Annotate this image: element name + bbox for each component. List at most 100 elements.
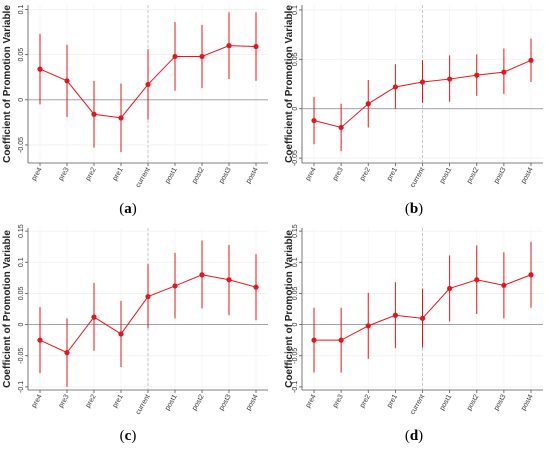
data-point xyxy=(64,350,70,356)
x-tick-label: post2 xyxy=(191,393,206,411)
data-point xyxy=(37,337,43,343)
data-point xyxy=(37,66,43,72)
data-point xyxy=(199,53,205,60)
x-tick-label: post3 xyxy=(493,393,508,411)
x-tick-label: pre2 xyxy=(359,393,372,409)
panel-c: -0.1 -0.05 0 0.05 0.1 0.15 pre4 pre3 pre2 pre1 cur… xyxy=(2,224,268,444)
data-point xyxy=(226,43,232,49)
data-point xyxy=(172,53,178,60)
y-tick-label: 0.05 xyxy=(18,48,25,62)
data-point xyxy=(91,314,97,320)
x-tick-label: pre1 xyxy=(386,166,399,182)
data-point xyxy=(311,117,317,124)
data-point xyxy=(474,277,480,283)
x-tick-label: pre2 xyxy=(85,393,98,409)
x-tick-label: post1 xyxy=(439,393,454,411)
x-tick-label: post2 xyxy=(466,166,481,184)
y-axis-label: Coefficient of Promotion Variable xyxy=(2,230,13,388)
data-point xyxy=(501,282,507,288)
x-tick-label: post1 xyxy=(164,166,179,184)
y-tick-label: -0.1 xyxy=(18,381,25,393)
x-tick-label: post4 xyxy=(520,393,535,411)
y-tick-label: 0.05 xyxy=(18,287,25,301)
y-tick-label: -0.05 xyxy=(18,348,25,364)
x-tick-label: current xyxy=(135,393,152,415)
y-tick-label: 0.1 xyxy=(292,5,299,15)
x-tick-label: current xyxy=(409,393,426,415)
data-point xyxy=(91,111,97,117)
x-tick-label: post2 xyxy=(191,166,206,184)
x-tick-label: current xyxy=(135,166,152,188)
data-point xyxy=(145,293,151,300)
y-tick-label: 0.15 xyxy=(292,224,299,238)
x-tick-label: pre2 xyxy=(85,166,98,182)
data-point xyxy=(226,277,232,283)
panel-caption: (c) xyxy=(120,428,137,444)
y-tick-label: 0 xyxy=(292,107,299,111)
panel-b: -0.05 0 0.05 0.1 pre4 pre3 pre2 pre1 current post… xyxy=(284,5,543,217)
data-point xyxy=(447,76,453,82)
y-tick-label: 0.1 xyxy=(18,5,25,15)
data-point xyxy=(365,101,371,107)
y-tick-label: -0.05 xyxy=(292,348,299,364)
x-tick-label: pre3 xyxy=(58,393,71,409)
data-point xyxy=(528,272,534,278)
y-tick-label: 0.1 xyxy=(292,257,299,267)
data-point xyxy=(447,285,453,292)
x-tick-label: pre3 xyxy=(332,393,345,409)
panel-caption: (b) xyxy=(405,201,423,217)
x-tick-label: post2 xyxy=(466,393,481,411)
data-point xyxy=(118,115,124,121)
y-tick-label: -0.05 xyxy=(292,150,299,166)
x-tick-label: post4 xyxy=(520,166,535,184)
y-tick-label: 0.05 xyxy=(292,287,299,301)
y-axis-label: Coefficient of Promotion Variable xyxy=(284,230,295,388)
data-point xyxy=(199,272,205,278)
data-point xyxy=(528,57,534,63)
x-tick-label: post3 xyxy=(218,393,233,411)
panel-caption: (a) xyxy=(119,201,137,217)
data-point xyxy=(253,43,259,50)
x-tick-label: post4 xyxy=(245,393,260,411)
x-tick-label: pre1 xyxy=(112,166,125,182)
y-tick-label: 0.15 xyxy=(18,224,25,238)
data-point xyxy=(338,124,344,131)
x-tick-label: pre4 xyxy=(305,393,318,409)
x-tick-label: post3 xyxy=(493,166,508,184)
y-tick-label: 0.1 xyxy=(18,257,25,267)
y-tick-label: 0.05 xyxy=(292,52,299,66)
x-tick-label: post3 xyxy=(218,166,233,184)
data-point xyxy=(419,79,426,85)
x-tick-label: pre3 xyxy=(332,166,345,182)
data-point xyxy=(311,337,317,343)
x-tick-label: post1 xyxy=(164,393,179,411)
y-tick-label: -0.1 xyxy=(292,381,299,393)
data-point xyxy=(392,84,398,90)
data-point xyxy=(365,323,371,329)
data-point xyxy=(118,331,124,337)
x-tick-label: pre1 xyxy=(112,393,125,409)
x-tick-label: pre3 xyxy=(58,166,71,182)
y-axis-label: Coefficient of Promotion Variable xyxy=(284,5,295,163)
data-point xyxy=(474,72,480,78)
x-tick-label: post4 xyxy=(245,166,260,184)
data-point xyxy=(145,81,151,88)
data-point xyxy=(64,78,70,84)
data-point xyxy=(253,284,259,290)
x-tick-label: current xyxy=(409,166,426,188)
x-tick-label: pre4 xyxy=(31,166,44,182)
x-tick-label: pre2 xyxy=(359,166,372,182)
x-tick-label: post1 xyxy=(439,166,454,184)
y-tick-label: 0 xyxy=(18,323,25,327)
y-axis-label: Coefficient of Promotion Variable xyxy=(2,5,13,163)
data-point xyxy=(172,283,178,289)
y-tick-label: -0.05 xyxy=(18,137,25,153)
x-tick-label: pre4 xyxy=(31,393,44,409)
data-point xyxy=(419,315,426,321)
data-point xyxy=(338,337,344,343)
x-tick-label: pre4 xyxy=(305,166,318,182)
panel-a: -0.05 0 0.05 0.1 pre4 pre3 pre2 pre1 current post… xyxy=(2,5,268,217)
y-tick-label: 0 xyxy=(292,323,299,327)
x-tick-label: pre1 xyxy=(386,393,399,409)
